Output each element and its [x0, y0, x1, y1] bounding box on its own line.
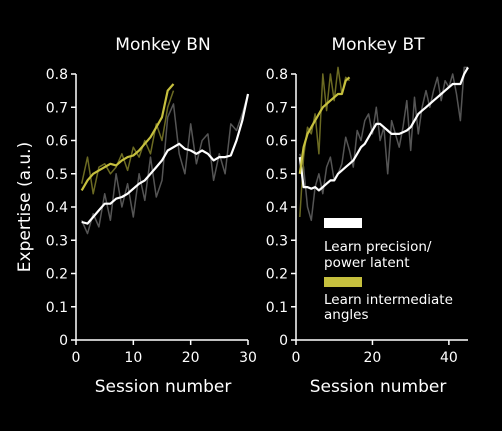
y-tick-label: 0.5	[266, 167, 288, 183]
x-tick-label: 0	[292, 350, 301, 366]
legend: Learn precision/ power latent Learn inte…	[324, 218, 457, 323]
legend-line: angles	[324, 307, 369, 323]
x-tick-label: 20	[182, 350, 200, 366]
y-tick-label: 0.1	[266, 300, 288, 316]
legend-line: power latent	[324, 255, 410, 271]
series-line-raw	[80, 90, 175, 195]
legend-label-intermediate: Learn intermediate angles	[324, 292, 457, 323]
y-tick-label: 0	[59, 333, 68, 349]
series-line-smoothed	[298, 66, 469, 192]
legend-swatch-precision	[324, 218, 362, 228]
y-axis-title: Expertise (a.u.)	[15, 142, 35, 272]
y-tick-label: 0.3	[46, 233, 68, 249]
x-tick-label: 20	[364, 350, 382, 366]
y-tick-label: 0.2	[46, 267, 68, 283]
y-tick-label: 0.2	[266, 267, 288, 283]
x-ticks: 0 10 20 30	[72, 340, 257, 366]
y-tick-label: 0.6	[266, 134, 288, 150]
x-tick-label: 0	[72, 350, 81, 366]
series-line-raw	[81, 93, 249, 235]
series-group	[298, 66, 469, 222]
y-tick-label: 0.8	[46, 67, 68, 83]
legend-swatch-intermediate	[324, 277, 362, 287]
y-ticks: 0 0.1 0.2 0.3 0.4 0.5 0.6 0.7 0.8	[266, 67, 296, 349]
x-axis-title: Session number	[310, 377, 447, 397]
legend-line: Learn precision/	[324, 239, 432, 255]
y-tick-label: 0.7	[266, 100, 288, 116]
y-tick-label: 0.7	[46, 100, 68, 116]
y-tick-label: 0.3	[266, 233, 288, 249]
panel-monkey-bt: Monkey BT 0 0.1 0.2 0.3 0.4 0.5 0.6 0.7 0.8 0 20 4…	[266, 35, 469, 397]
series-line-smoothed	[298, 76, 351, 174]
x-tick-label: 30	[239, 350, 257, 366]
y-tick-label: 0.6	[46, 134, 68, 150]
x-tick-label: 10	[124, 350, 142, 366]
x-tick-label: 40	[440, 350, 458, 366]
y-tick-label: 0.4	[266, 200, 288, 216]
y-tick-label: 0.8	[266, 67, 288, 83]
series-line-raw	[299, 66, 351, 218]
legend-label-precision: Learn precision/ power latent	[324, 239, 436, 271]
panel-monkey-bn: Monkey BN 0 0.1 0.2 0.3 0.4 0.5 0.6 0.7 0.8 0 10 2…	[15, 35, 257, 397]
y-ticks: 0 0.1 0.2 0.3 0.4 0.5 0.6 0.7 0.8	[46, 67, 76, 349]
y-tick-label: 0	[279, 333, 288, 349]
x-ticks: 0 20 40	[292, 340, 458, 366]
series-line-smoothed	[81, 93, 250, 225]
series-line-smoothed	[80, 83, 175, 191]
x-axis-title: Session number	[95, 377, 232, 397]
panel-title: Monkey BN	[115, 35, 210, 55]
y-tick-label: 0.4	[46, 200, 68, 216]
y-tick-label: 0.5	[46, 167, 68, 183]
series-group	[80, 83, 250, 235]
legend-line: Learn intermediate	[324, 292, 453, 308]
panel-title: Monkey BT	[331, 35, 425, 55]
y-tick-label: 0.1	[46, 300, 68, 316]
